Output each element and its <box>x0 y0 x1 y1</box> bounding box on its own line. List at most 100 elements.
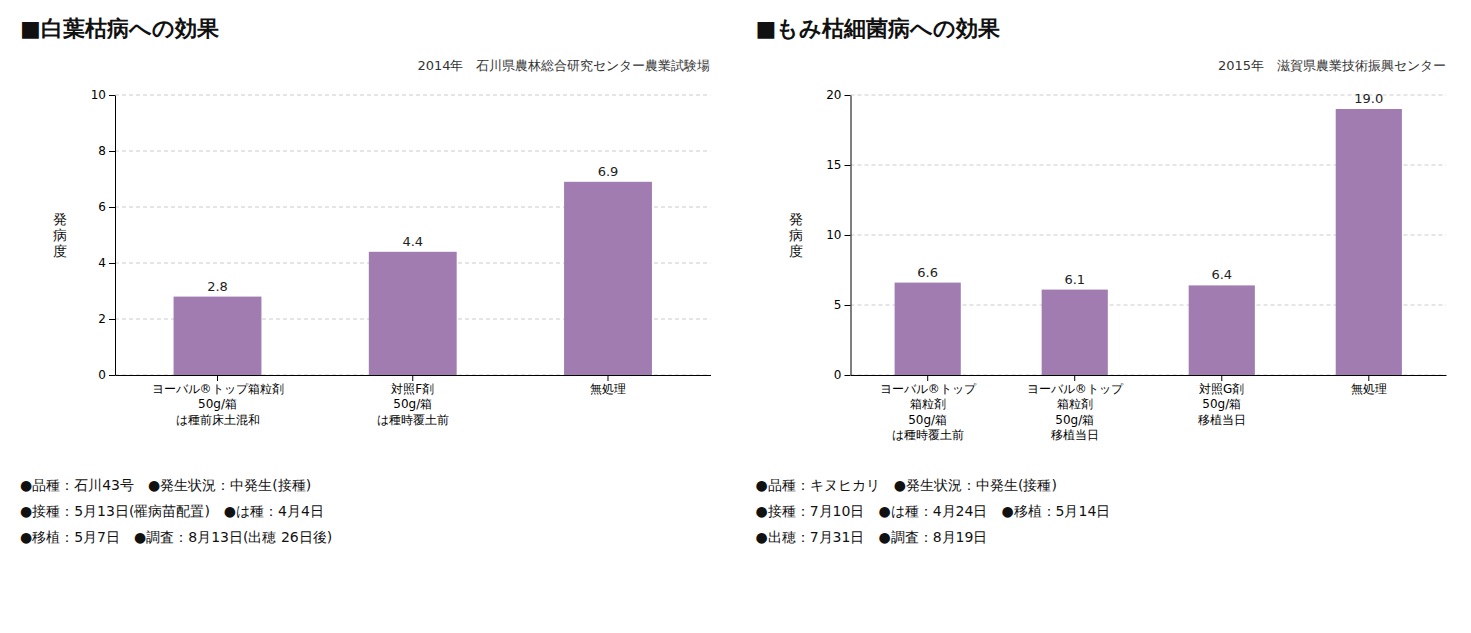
chart-subtitle: 2014年 石川県農林総合研究センター農業試験場 <box>417 58 710 73</box>
tick-label-line: 箱粒剤 <box>910 397 946 411</box>
y-axis: 0 5 10 15 20 <box>826 88 851 382</box>
tick-label-line: ヨーバル®トップ <box>880 382 977 396</box>
tick: 20 <box>826 88 850 102</box>
axis-line <box>851 375 1447 376</box>
tick-label: ヨーバル®トップ箱粒剤50g/箱移植当日 <box>1027 382 1124 443</box>
x-axis: ヨーバル®トップ箱粒剤50g/箱は種前床土混和 対照F剤50g/箱は種時覆土前 無処… <box>116 375 712 427</box>
axis-line <box>115 96 116 376</box>
tick-label: 対照F剤50g/箱は種時覆土前 <box>377 382 449 427</box>
grid <box>115 95 711 375</box>
annotation: ●接種：5月13日(罹病苗配置) ●は種：4月4日 <box>20 503 324 519</box>
tick: ヨーバル®トップ箱粒剤50g/箱は種前床土混和 <box>152 375 284 427</box>
tick-label-line: 移植当日 <box>1198 413 1246 427</box>
data-label: 6.1 <box>1064 272 1085 287</box>
tick: 4 <box>98 256 115 270</box>
tick-mark <box>109 263 115 264</box>
y-axis-label-line: 度 <box>53 243 67 259</box>
tick-label: 0 <box>834 368 842 382</box>
tick-mark <box>109 151 115 152</box>
annotation: ●接種：7月10日 ●は種：4月24日 ●移植：5月14日 <box>756 503 1111 519</box>
tick: 10 <box>826 228 850 242</box>
tick-label-line: 移植当日 <box>1051 428 1099 442</box>
tick-label: 5 <box>834 298 842 312</box>
grid-line <box>115 95 711 96</box>
tick-mark <box>109 95 115 96</box>
data-label: 6.4 <box>1211 267 1232 282</box>
tick-label: ヨーバル®トップ箱粒剤50g/箱は種前床土混和 <box>152 382 284 427</box>
tick-label: 15 <box>826 158 841 172</box>
tick-label-line: 50g/箱 <box>908 413 947 427</box>
tick-label: 10 <box>826 228 841 242</box>
data-labels: 2.8 4.4 6.9 <box>207 164 618 294</box>
tick-label-line: 箱粒剤 <box>1057 397 1093 411</box>
tick-mark <box>1368 375 1369 381</box>
tick-label: 8 <box>98 144 106 158</box>
tick-label-line: は種前床土混和 <box>176 413 260 427</box>
tick-mark <box>109 375 115 376</box>
data-label: 6.9 <box>598 164 619 179</box>
tick-label: 0 <box>98 368 106 382</box>
annotation: ●出穂：7月31日 ●調査：8月19日 <box>756 529 988 545</box>
tick-mark <box>845 305 851 306</box>
bar <box>369 252 457 375</box>
tick: 10 <box>91 88 115 102</box>
tick-label: 無処理 <box>1351 382 1387 396</box>
bars <box>174 182 652 375</box>
tick-label-line: 50g/箱 <box>1055 413 1094 427</box>
chart-container: ■白葉枯病への効果2014年 石川県農林総合研究センター農業試験場2.84.46… <box>0 0 1471 633</box>
tick-label-line: 無処理 <box>590 382 626 396</box>
tick-mark <box>845 95 851 96</box>
bar <box>1189 285 1255 375</box>
tick: 対照G剤50g/箱移植当日 <box>1198 375 1246 427</box>
tick: 6 <box>98 200 115 214</box>
tick-label-line: ヨーバル®トップ箱粒剤 <box>152 382 284 396</box>
data-label: 6.6 <box>917 265 938 280</box>
y-axis-label-line: 発 <box>789 211 803 227</box>
tick-label-line: 対照F剤 <box>391 382 434 396</box>
annotation: ●移植：5月7日 ●調査：8月13日(出穂 26日後) <box>20 529 332 545</box>
bar <box>1336 109 1402 375</box>
tick: 2 <box>98 312 115 326</box>
tick-label: 20 <box>826 88 841 102</box>
tick-label: ヨーバル®トップ箱粒剤 50g/箱は種時覆土前 <box>880 382 977 443</box>
chart-svg: ■白葉枯病への効果2014年 石川県農林総合研究センター農業試験場2.84.46… <box>0 0 1471 633</box>
y-axis-label-line: 度 <box>789 243 803 259</box>
data-labels: 6.6 6.1 6.4 19.0 <box>917 91 1383 287</box>
tick-mark <box>412 375 413 381</box>
tick: 15 <box>826 158 850 172</box>
tick-mark <box>109 319 115 320</box>
bars <box>895 109 1402 375</box>
data-label: 19.0 <box>1354 91 1383 106</box>
grid <box>851 95 1447 375</box>
tick-label-line: 無処理 <box>1351 382 1387 396</box>
tick-label-line: は種時覆土前 <box>892 428 964 442</box>
bar <box>1042 290 1108 375</box>
tick-mark <box>927 375 928 381</box>
chart-panel: ■もみ枯細菌病への効果2015年 滋賀県農業技術振興センター6.66.16.41… <box>756 16 1447 545</box>
y-axis-label-line: 病 <box>789 227 803 243</box>
tick-label: 無処理 <box>590 382 626 396</box>
tick-mark <box>607 375 608 381</box>
tick-mark <box>109 207 115 208</box>
tick-label-line: 対照G剤 <box>1199 382 1244 396</box>
bar <box>895 283 961 375</box>
annotation: ●品種：キヌヒカリ ●発生状況：中発生(接種) <box>756 477 1057 493</box>
data-label: 4.4 <box>402 234 423 249</box>
y-axis-label: 発病度 <box>53 211 67 259</box>
tick: 対照F剤50g/箱は種時覆土前 <box>377 375 449 427</box>
annotation: ●品種：石川43号 ●発生状況：中発生(接種) <box>20 477 311 493</box>
tick: 0 <box>98 368 115 382</box>
tick: ヨーバル®トップ箱粒剤 50g/箱は種時覆土前 <box>880 375 977 442</box>
tick: 0 <box>834 368 851 382</box>
chart-subtitle: 2015年 滋賀県農業技術振興センター <box>1218 58 1446 73</box>
tick-label-line: は種時覆土前 <box>377 413 449 427</box>
annotations: ●品種：石川43号 ●発生状況：中発生(接種) ●接種：5月13日(罹病苗配置) … <box>20 477 332 545</box>
tick: 5 <box>834 298 851 312</box>
axis-line <box>851 96 852 376</box>
y-axis-label: 発病度 <box>789 211 803 259</box>
tick-mark <box>845 235 851 236</box>
tick-label: 10 <box>91 88 106 102</box>
tick-mark <box>845 375 851 376</box>
data-label: 2.8 <box>207 279 228 294</box>
grid-line <box>115 151 711 152</box>
